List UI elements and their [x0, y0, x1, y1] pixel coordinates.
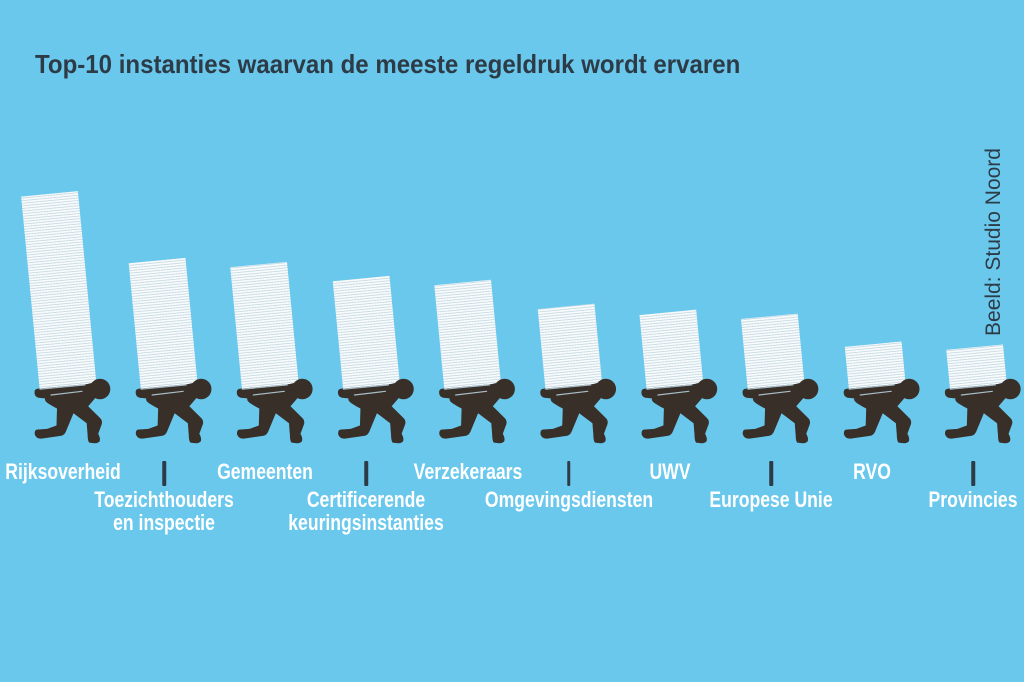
- block-bar: [128, 257, 198, 389]
- category-label: Certificerende keuringsinstanties: [288, 487, 445, 535]
- label-divider: [162, 461, 166, 486]
- category-label: Toezichthouders en inspectie: [94, 487, 234, 535]
- category-label: RVO: [853, 459, 892, 484]
- category-label: Rijksoverheid: [5, 459, 121, 484]
- label-divider: [971, 461, 976, 486]
- carrier-unit: [21, 191, 111, 444]
- block-bar: [434, 279, 501, 389]
- carrier-unit: [537, 303, 617, 444]
- carrier-unit: [128, 257, 213, 444]
- chart-title: Top-10 instanties waarvan de meeste rege…: [35, 49, 741, 79]
- block-bar: [639, 309, 704, 389]
- block-bar: [537, 303, 603, 389]
- block-bar: [21, 191, 97, 389]
- carrier-unit: [230, 261, 314, 444]
- category-label: UWV: [649, 459, 691, 484]
- carrier-units: [21, 191, 1022, 444]
- category-label: Gemeenten: [217, 459, 314, 484]
- block-bar: [740, 313, 805, 389]
- label-divider: [364, 461, 369, 486]
- carrier-unit: [843, 341, 921, 444]
- category-label: Omgevingsdiensten: [484, 487, 653, 512]
- block-bar: [332, 275, 400, 389]
- label-divider: [769, 461, 773, 486]
- carrier-unit: [639, 309, 718, 444]
- carrier-unit: [332, 275, 415, 444]
- carrier-unit: [740, 313, 819, 444]
- carrier-unit: [944, 344, 1022, 444]
- carrier-unit: [434, 279, 516, 444]
- category-label: Verzekeraars: [413, 459, 522, 484]
- category-label: Provincies: [928, 487, 1018, 512]
- block-bar: [946, 344, 1007, 389]
- block-bar: [844, 341, 906, 389]
- category-label: Europese Unie: [709, 487, 833, 512]
- image-credit-text: Beeld: Studio Noord: [982, 148, 1005, 336]
- label-divider: [567, 461, 571, 486]
- block-bar: [230, 261, 299, 389]
